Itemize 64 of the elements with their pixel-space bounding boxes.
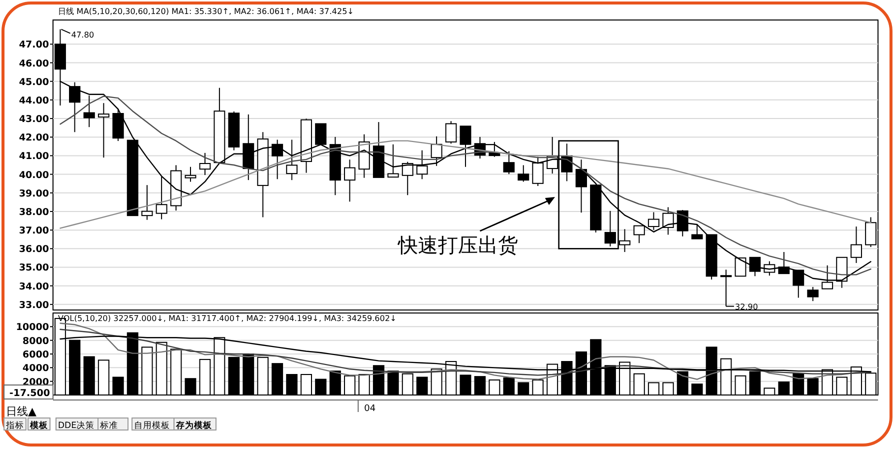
y-tick-label: 42.00 — [18, 132, 50, 144]
candlestick — [184, 166, 196, 182]
y-tick-label: 35.00 — [18, 262, 50, 274]
candlestick — [503, 150, 515, 175]
annotation: VOL(5,10,20) 32257.000↓, MA1: 31717.400↑, MA2: 27904.199↓, MA3: 34259.602↓ — [58, 314, 397, 323]
text: DDE决策 — [58, 420, 94, 431]
y-tick-label: 4000 — [22, 363, 50, 374]
x-tick-label: 04 — [364, 404, 376, 414]
candlestick — [141, 184, 153, 220]
y-tick-label: 33.00 — [18, 300, 50, 311]
y-tick-label: 47.00 — [18, 40, 50, 51]
candlestick — [460, 126, 472, 168]
y-tick-label: 44.00 — [18, 95, 50, 106]
line-series — [60, 328, 872, 376]
text: 存为模板 — [175, 420, 213, 431]
y-tick-label: 10000 — [16, 322, 50, 334]
candlestick — [604, 210, 616, 247]
candlestick — [662, 206, 674, 236]
candlestick — [344, 159, 356, 202]
text: -17.500 — [9, 388, 50, 399]
annotation: 32.90 — [735, 302, 758, 312]
annotation: 快速打压出货 — [397, 233, 518, 257]
candlestick — [445, 120, 457, 144]
text: 自用模板 — [134, 420, 170, 431]
candlestick — [488, 141, 500, 158]
candlestick — [633, 225, 645, 244]
y-tick-label: 39.00 — [18, 188, 50, 200]
text: 模板 — [29, 420, 49, 431]
annotation: 47.80 — [71, 30, 94, 40]
y-tick-label: 46.00 — [18, 58, 50, 70]
y-tick-label: 41.00 — [18, 151, 50, 162]
y-tick-label: 40.00 — [18, 170, 50, 181]
candlestick — [286, 139, 298, 181]
text: 标准 — [99, 420, 118, 431]
candlestick — [402, 161, 414, 196]
candlestick — [83, 94, 95, 128]
candlestick — [734, 257, 746, 277]
y-tick-label: 6000 — [22, 350, 50, 360]
y-tick-label: 34.00 — [18, 281, 50, 292]
candlestick — [199, 152, 211, 176]
y-tick-label: 38.00 — [18, 206, 50, 218]
candlestick — [648, 212, 660, 230]
candlestick — [98, 102, 110, 158]
y-tick-label: 36.00 — [18, 244, 50, 256]
candlestick — [619, 228, 630, 252]
y-tick-label: 8000 — [22, 336, 50, 347]
text: 指标 — [5, 420, 24, 431]
candlestick — [416, 150, 428, 180]
candlestick — [156, 176, 168, 220]
candlestick — [430, 136, 442, 166]
candlestick — [387, 144, 399, 178]
y-tick-label: 43.00 — [18, 114, 50, 126]
y-tick-label: 37.00 — [18, 226, 50, 237]
candlestick — [532, 156, 544, 187]
y-tick-label: 45.00 — [18, 76, 50, 88]
text: 日线▲ — [6, 405, 37, 418]
text: 日线 MA(5,10,20,30,60,120) MA1: 35.330↑, MA2: 36.061↑, MA4: 37.425↓ — [58, 7, 354, 16]
candlestick — [691, 223, 703, 240]
candlestick — [576, 159, 587, 214]
candlestick — [272, 139, 284, 180]
candlestick — [315, 123, 326, 145]
candlestick — [850, 226, 862, 264]
candlestick — [518, 164, 530, 182]
candlestick — [807, 286, 819, 302]
